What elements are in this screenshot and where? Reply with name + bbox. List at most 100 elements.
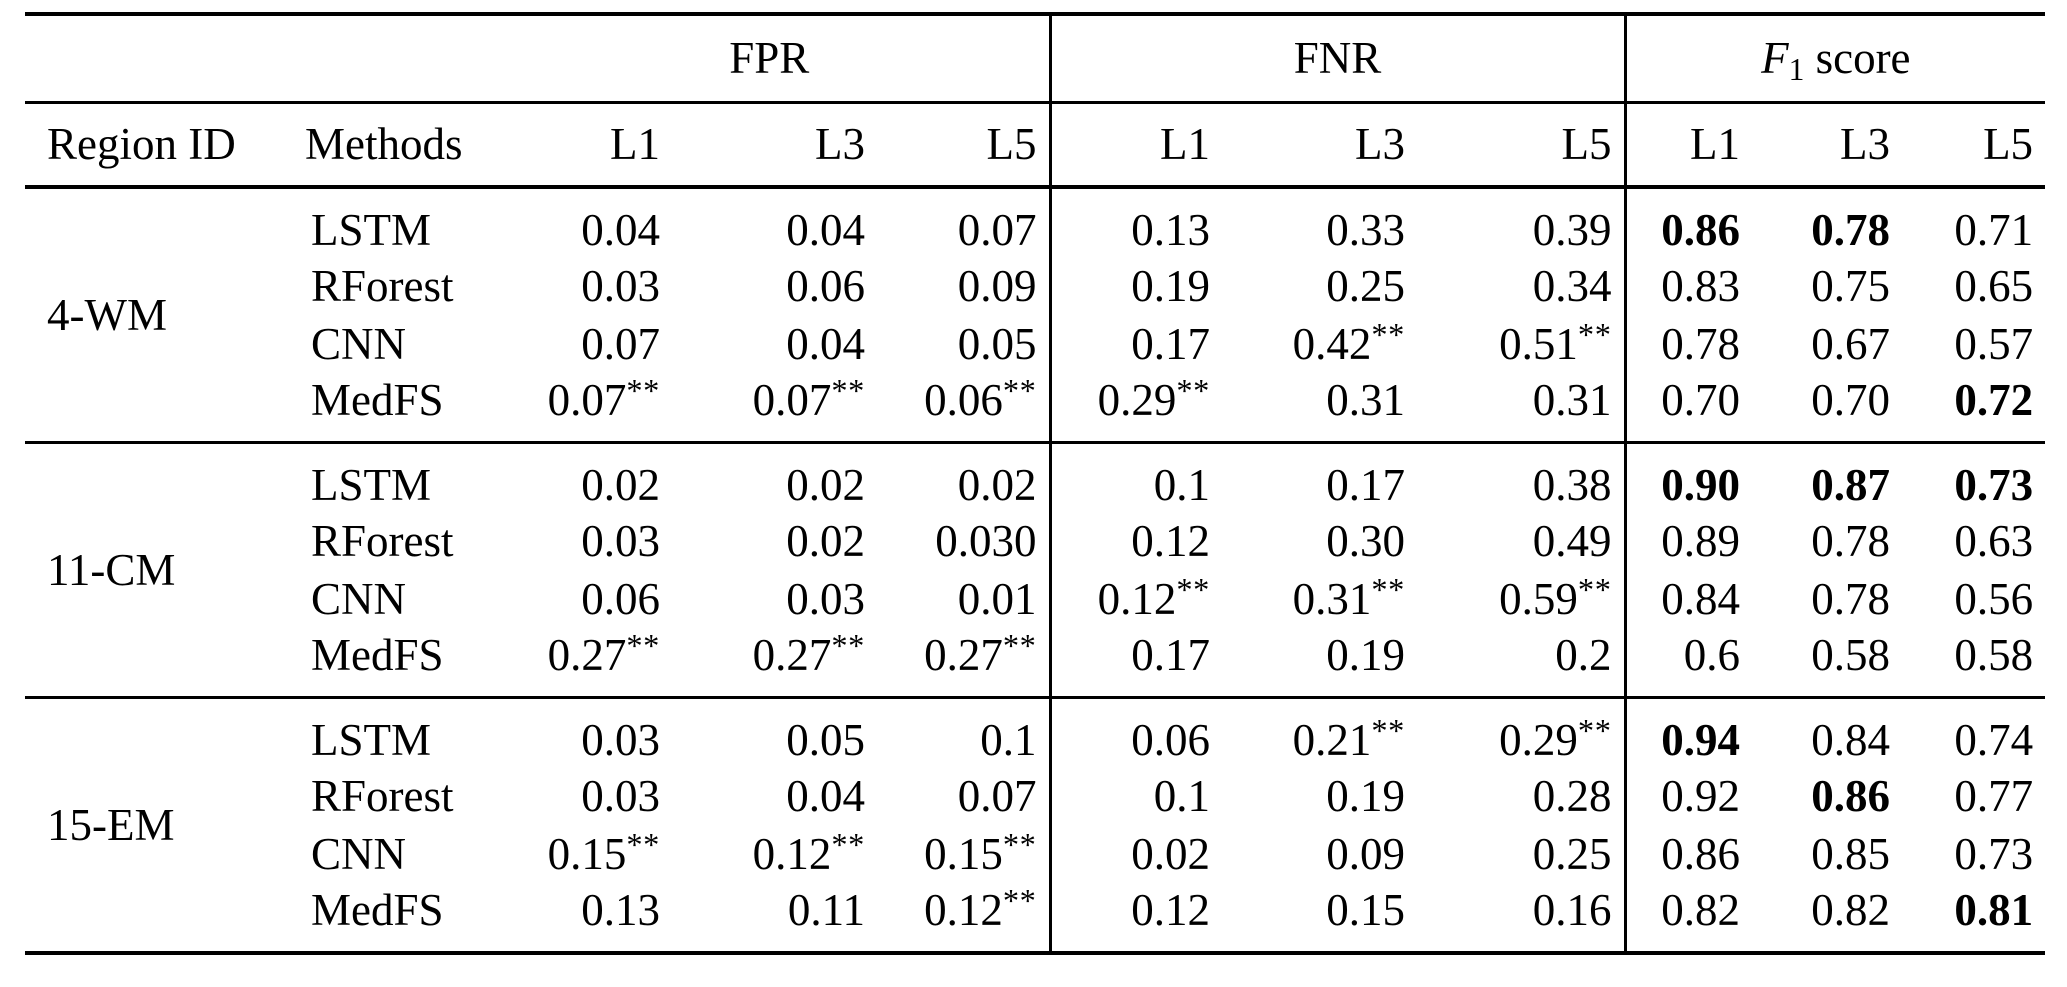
fnr-l1-header: L1 [1048, 102, 1223, 187]
table-row-11-cm-medfs: MedFS 0.27** 0.27** 0.27** 0.17 0.19 0.2 0.6 0.5… [25, 628, 2045, 698]
fpr-l3-value: 0.06 [786, 261, 865, 311]
fnr-l1-value: 0.02 [1048, 825, 1223, 883]
significance-marker: ** [626, 628, 660, 665]
f1-l1-header: L1 [1623, 102, 1753, 187]
f1-l5-value: 0.57 [1954, 319, 2034, 369]
f1-l5-value: 0.56 [1954, 574, 2034, 624]
f1-l1-value: 0.84 [1623, 570, 1753, 628]
fnr-l5-value: 0.49 [1532, 516, 1612, 566]
table-row-4-wm-lstm: 4-WM LSTM 0.04 0.04 0.07 0.13 0.33 0.39 0.86 0.78… [25, 187, 2045, 340]
fnr-l5-value: 0.31 [1532, 375, 1612, 425]
fnr-l1-value: 0.17 [1048, 315, 1223, 373]
fnr-l1-value: 0.13 [1048, 187, 1223, 257]
fpr-l5-value: 0.15** [924, 827, 1037, 879]
method-cell: MedFS [311, 375, 444, 425]
fnr-l5-value: 0.28 [1532, 771, 1612, 821]
fnr-l5-value: 0.38 [1532, 460, 1612, 510]
f1-l3-value: 0.86 [1811, 771, 1891, 821]
f1-l3-header: L3 [1840, 119, 1891, 170]
table-row-15-em-cnn: CNN 0.15** 0.12** 0.15** 0.02 0.09 0.25 0.86 0.8… [25, 825, 2045, 883]
f1-l3-value: 0.84 [1811, 715, 1891, 765]
f1-l5-value: 0.65 [1954, 261, 2034, 311]
methods-header: Methods [305, 119, 463, 170]
fpr-l1-value: 0.04 [581, 205, 660, 255]
fpr-l1-header: L1 [610, 119, 660, 170]
fnr-l3-value: 0.19 [1326, 771, 1406, 821]
group-header-fnr: FNR [1048, 14, 1626, 102]
fnr-l5-value: 0.25 [1532, 829, 1612, 879]
fpr-l5-value: 0.05 [957, 319, 1037, 369]
f1-l3-value: 0.78 [1811, 516, 1891, 566]
table-row-4-wm-cnn: CNN 0.07 0.04 0.05 0.17 0.42** 0.51** 0.78 0.67 0… [25, 315, 2045, 373]
fnr-l3-value: 0.42** [1292, 317, 1406, 369]
f1-score-text: score [1815, 33, 1911, 84]
significance-marker: ** [1371, 572, 1406, 609]
fnr-l3-value: 0.25 [1326, 261, 1406, 311]
fpr-l3-header: L3 [815, 119, 865, 170]
fnr-l5-value: 0.34 [1532, 261, 1612, 311]
significance-marker: ** [1002, 373, 1037, 410]
fnr-l5-value: 0.16 [1532, 885, 1612, 935]
fpr-l5-value: 0.12** [924, 883, 1037, 935]
method-cell: LSTM [311, 715, 432, 765]
significance-marker: ** [1002, 883, 1037, 920]
fnr-l1-value: 0.29** [1048, 373, 1223, 443]
fpr-l3-value: 0.04 [786, 205, 865, 255]
f1-l1-value: 0.89 [1623, 512, 1753, 570]
f1-l3-value: 0.67 [1811, 319, 1891, 369]
fpr-l1-value: 0.07 [581, 319, 660, 369]
method-cell: LSTM [311, 460, 432, 510]
f1-l3-value: 0.78 [1811, 205, 1891, 255]
significance-marker: ** [831, 628, 865, 665]
fnr-l5-value: 0.51** [1499, 317, 1612, 369]
fpr-l5-value: 0.01 [957, 574, 1037, 624]
fpr-l1-value: 0.27** [547, 628, 660, 680]
significance-marker: ** [831, 373, 865, 410]
significance-marker: ** [1002, 628, 1037, 665]
fpr-l3-value: 0.12** [752, 827, 865, 879]
f1-l1-value: 0.78 [1623, 315, 1753, 373]
f1-l3-value: 0.75 [1811, 261, 1891, 311]
region-id-cell: 15-EM [47, 800, 175, 850]
table-row-11-cm-cnn: CNN 0.06 0.03 0.01 0.12** 0.31** 0.59** 0.84 0.7… [25, 570, 2045, 628]
method-cell: MedFS [311, 630, 444, 680]
fpr-l3-value: 0.05 [786, 715, 865, 765]
fnr-l5-value: 0.39 [1532, 205, 1612, 255]
fpr-l3-value: 0.11 [787, 885, 865, 935]
fnr-l5-value: 0.59** [1499, 572, 1612, 624]
f1-l5-value: 0.71 [1954, 205, 2034, 255]
region-block-15-em: 15-EM LSTM 0.03 0.05 0.1 0.06 0.21** 0.29** 0.94… [25, 697, 2046, 953]
region-id-cell: 11-CM [47, 545, 176, 595]
table-row-15-em-rforest: RForest 0.03 0.04 0.07 0.1 0.19 0.28 0.92 0.86 0.… [25, 767, 2045, 825]
f1-l3-value: 0.85 [1811, 829, 1891, 879]
fnr-l1-value: 0.19 [1048, 257, 1223, 315]
fnr-l3-header: L3 [1355, 119, 1406, 170]
fnr-l1-value: 0.12 [1048, 883, 1223, 953]
method-cell: CNN [311, 829, 407, 879]
significance-marker: ** [1371, 317, 1406, 354]
fpr-l5-value: 0.09 [957, 261, 1037, 311]
f1-l1-value: 0.90 [1623, 442, 1753, 512]
table-row-11-cm-rforest: RForest 0.03 0.02 0.030 0.12 0.30 0.49 0.89 0.78… [25, 512, 2045, 570]
fnr-l3-value: 0.21** [1292, 713, 1406, 765]
table-header: FPR FNR F1 score Region ID Methods L1 L3… [25, 14, 2046, 187]
results-table: FPR FNR F1 score Region ID Methods L1 L3… [25, 12, 2046, 955]
significance-marker: ** [1577, 713, 1612, 750]
f1-l1-value: 0.92 [1623, 767, 1753, 825]
f1-l3-value: 0.78 [1811, 574, 1891, 624]
fpr-l1-value: 0.03 [581, 771, 660, 821]
fpr-l5-value: 0.030 [935, 516, 1037, 566]
fpr-l1-value: 0.02 [581, 460, 660, 510]
significance-marker: ** [831, 827, 865, 864]
table-container: FPR FNR F1 score Region ID Methods L1 L3… [25, 12, 2046, 955]
significance-marker: ** [626, 373, 660, 410]
fpr-l3-value: 0.04 [786, 771, 865, 821]
f1-subscript: 1 [1788, 52, 1805, 88]
fnr-l5-value: 0.29** [1499, 713, 1612, 765]
table-row-11-cm-lstm: 11-CM LSTM 0.02 0.02 0.02 0.1 0.17 0.38 0.90 0.87… [25, 442, 2045, 595]
fpr-l3-value: 0.02 [786, 460, 865, 510]
significance-marker: ** [1176, 373, 1211, 410]
f1-l5-value: 0.77 [1954, 771, 2034, 821]
fnr-l3-value: 0.15 [1326, 885, 1406, 935]
fpr-l5-value: 0.07 [957, 205, 1037, 255]
